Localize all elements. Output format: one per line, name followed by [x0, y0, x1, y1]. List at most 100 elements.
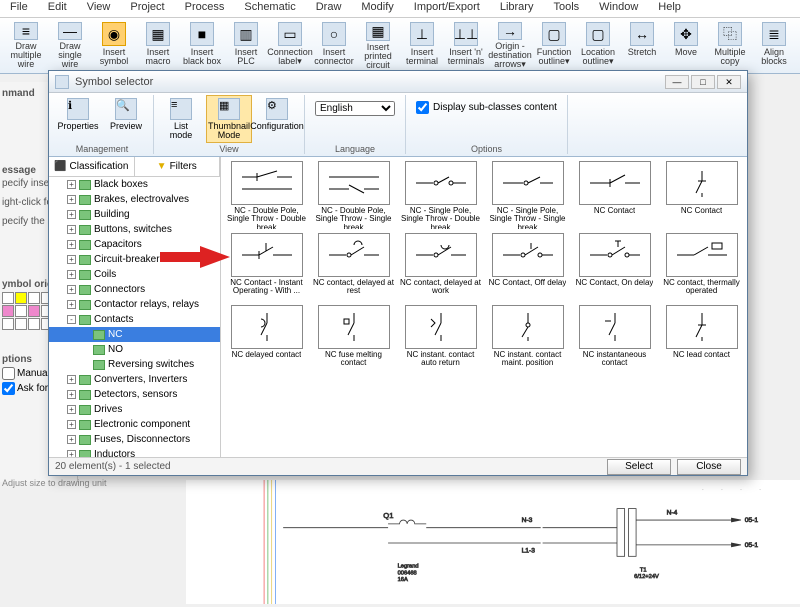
ribbon-insert-printed-circuit-board[interactable]: ▦Insert printedcircuit board: [356, 20, 400, 71]
classification-tree[interactable]: +Black boxes+Brakes, electrovalves+Build…: [49, 177, 220, 457]
tree-node-electronic-component[interactable]: +Electronic component: [49, 417, 220, 432]
menu-draw[interactable]: Draw: [306, 0, 352, 17]
ribbon-insert-black-box[interactable]: ■Insertblack box: [180, 20, 224, 71]
menu-library[interactable]: Library: [490, 0, 544, 17]
ribbon-location-outline-[interactable]: ▢Locationoutline▾: [576, 20, 620, 71]
tree-node-contacts[interactable]: -Contacts: [49, 312, 220, 327]
ribbon-draw-multiple-wire[interactable]: ≡Draw multiplewire: [4, 20, 48, 71]
tree-node-black-boxes[interactable]: +Black boxes: [49, 177, 220, 192]
menu-help[interactable]: Help: [648, 0, 691, 17]
expand-icon[interactable]: +: [67, 420, 76, 429]
language-select[interactable]: English: [315, 101, 395, 116]
ribbon-insert-plc[interactable]: ▥InsertPLC: [224, 20, 268, 71]
dlg-thumbnail-mode-button[interactable]: ▦ThumbnailMode: [206, 95, 252, 143]
expand-icon[interactable]: +: [67, 405, 76, 414]
minimize-button[interactable]: —: [665, 75, 689, 89]
symbol-thumb[interactable]: NC instantaneous contact: [573, 305, 656, 373]
symbol-thumb[interactable]: NC instant. contact maint. position: [486, 305, 569, 373]
ribbon-multiple-copy[interactable]: ⿻Multiplecopy: [708, 20, 752, 71]
tree-node-drives[interactable]: +Drives: [49, 402, 220, 417]
expand-icon[interactable]: +: [67, 240, 76, 249]
symbol-thumb[interactable]: NC - Single Pole, Single Throw - Double …: [399, 161, 482, 229]
symbol-thumb[interactable]: NC - Double Pole, Single Throw - Double …: [225, 161, 308, 229]
menu-window[interactable]: Window: [589, 0, 648, 17]
ribbon-insert-symbol[interactable]: ◉Insertsymbol: [92, 20, 136, 71]
ribbon-align-blocks[interactable]: ≣Alignblocks: [752, 20, 796, 71]
maximize-button[interactable]: □: [691, 75, 715, 89]
symbol-thumb[interactable]: NC fuse melting contact: [312, 305, 395, 373]
dialog-titlebar[interactable]: Symbol selector — □ ✕: [49, 71, 747, 93]
dlg-configuration-button[interactable]: ⚙Configuration: [254, 95, 300, 143]
symbol-thumb[interactable]: NC contact, delayed at rest: [312, 233, 395, 301]
display-subclasses-checkbox[interactable]: Display sub-classes content: [410, 95, 563, 120]
tree-node-contactor-relays-relays[interactable]: +Contactor relays, relays: [49, 297, 220, 312]
expand-icon[interactable]: +: [67, 255, 76, 264]
expand-icon[interactable]: +: [67, 390, 76, 399]
tree-node-buttons-switches[interactable]: +Buttons, switches: [49, 222, 220, 237]
menu-edit[interactable]: Edit: [38, 0, 77, 17]
menu-process[interactable]: Process: [175, 0, 235, 17]
ribbon-connection-label-[interactable]: ▭Connectionlabel▾: [268, 20, 312, 71]
symbol-thumb[interactable]: NC Contact: [660, 161, 743, 229]
tree-node-no[interactable]: NO: [49, 342, 220, 357]
dlg-properties-button[interactable]: ℹProperties: [55, 95, 101, 134]
symbol-thumb[interactable]: NC Contact, On delay: [573, 233, 656, 301]
select-button[interactable]: Select: [607, 459, 671, 475]
menu-tools[interactable]: Tools: [543, 0, 589, 17]
close-dialog-button[interactable]: Close: [677, 459, 741, 475]
ribbon-insert-connector[interactable]: ○Insertconnector: [312, 20, 356, 71]
expand-icon[interactable]: +: [67, 210, 76, 219]
symbol-thumb[interactable]: NC contact, delayed at work: [399, 233, 482, 301]
menu-project[interactable]: Project: [120, 0, 174, 17]
expand-icon[interactable]: +: [67, 375, 76, 384]
tree-node-detectors-sensors[interactable]: +Detectors, sensors: [49, 387, 220, 402]
symbol-thumb[interactable]: NC contact, thermally operated: [660, 233, 743, 301]
dlg-preview-button[interactable]: 🔍Preview: [103, 95, 149, 134]
symbol-thumb[interactable]: NC Contact, Off delay: [486, 233, 569, 301]
tab-filters[interactable]: ▼Filters: [135, 157, 221, 176]
menu-schematic[interactable]: Schematic: [234, 0, 305, 17]
expand-icon[interactable]: +: [67, 285, 76, 294]
ribbon-insert-n-terminals[interactable]: ⊥⊥Insert 'n'terminals: [444, 20, 488, 71]
menu-modify[interactable]: Modify: [351, 0, 403, 17]
symbol-thumb[interactable]: NC Contact - Instant Operating - With ..…: [225, 233, 308, 301]
symbol-thumb[interactable]: NC - Single Pole, Single Throw - Single …: [486, 161, 569, 229]
tree-node-building[interactable]: +Building: [49, 207, 220, 222]
ribbon-move[interactable]: ✥Move: [664, 20, 708, 71]
expand-icon[interactable]: +: [67, 195, 76, 204]
ribbon-stretch[interactable]: ↔Stretch: [620, 20, 664, 71]
tree-node-nc[interactable]: NC: [49, 327, 220, 342]
symbol-thumb[interactable]: NC delayed contact: [225, 305, 308, 373]
expand-icon[interactable]: +: [67, 270, 76, 279]
tree-node-brakes-electrovalves[interactable]: +Brakes, electrovalves: [49, 192, 220, 207]
expand-icon[interactable]: +: [67, 435, 76, 444]
tree-node-reversing-switches[interactable]: Reversing switches: [49, 357, 220, 372]
expand-icon[interactable]: +: [67, 450, 76, 457]
ribbon-origin-destination-arrows-[interactable]: →Origin -destination arrows▾: [488, 20, 532, 71]
symbol-thumb[interactable]: NC lead contact: [660, 305, 743, 373]
menu-importexport[interactable]: Import/Export: [404, 0, 490, 17]
thumbnail-pane[interactable]: NC - Double Pole, Single Throw - Double …: [221, 157, 747, 457]
expand-icon[interactable]: +: [67, 225, 76, 234]
expand-icon[interactable]: +: [67, 300, 76, 309]
schematic-canvas[interactable]: Q1 N-3 L1-3 N-4 05-1 05-1 Legrand 006468…: [186, 480, 800, 604]
symbol-thumb[interactable]: NC instant. contact auto return: [399, 305, 482, 373]
symbol-thumb[interactable]: NC Contact: [573, 161, 656, 229]
ribbon-insert-terminal[interactable]: ⊥Insertterminal: [400, 20, 444, 71]
ribbon-draw-single-wire[interactable]: —Draw singlewire: [48, 20, 92, 71]
expand-icon[interactable]: +: [67, 180, 76, 189]
close-button[interactable]: ✕: [717, 75, 741, 89]
menu-view[interactable]: View: [77, 0, 121, 17]
ribbon-function-outline-[interactable]: ▢Functionoutline▾: [532, 20, 576, 71]
symbol-thumb[interactable]: NC - Double Pole, Single Throw - Single …: [312, 161, 395, 229]
tree-node-connectors[interactable]: +Connectors: [49, 282, 220, 297]
expand-icon[interactable]: -: [67, 315, 76, 324]
tree-node-converters-inverters[interactable]: +Converters, Inverters: [49, 372, 220, 387]
dlg-list-mode-button[interactable]: ≡Listmode: [158, 95, 204, 143]
svg-text:Legrand: Legrand: [398, 564, 419, 570]
tree-node-inductors[interactable]: +Inductors: [49, 447, 220, 457]
menu-file[interactable]: File: [0, 0, 38, 17]
tab-classification[interactable]: ⬛Classification: [49, 157, 135, 176]
ribbon-insert-macro[interactable]: ▦Insertmacro: [136, 20, 180, 71]
tree-node-fuses-disconnectors[interactable]: +Fuses, Disconnectors: [49, 432, 220, 447]
